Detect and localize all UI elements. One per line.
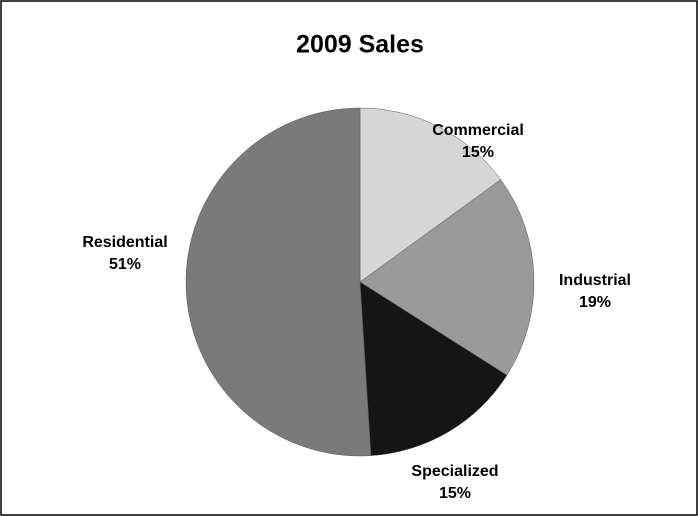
pie-slice: [359, 281, 508, 456]
slice-label: Specialized: [411, 463, 498, 480]
slice-label: Industrial: [559, 272, 631, 289]
chart-title: 2009 Sales: [296, 31, 424, 59]
slice-label: Commercial: [432, 122, 524, 139]
slice-value-label: 15%: [439, 485, 471, 502]
pie-slice: [359, 179, 535, 376]
pie-slice: [185, 107, 372, 457]
slice-value-label: 15%: [462, 144, 494, 161]
pie-slice: [359, 107, 502, 283]
slice-value-label: 19%: [579, 294, 611, 311]
slice-value-label: 51%: [109, 256, 141, 273]
slice-label: Residential: [82, 234, 167, 251]
